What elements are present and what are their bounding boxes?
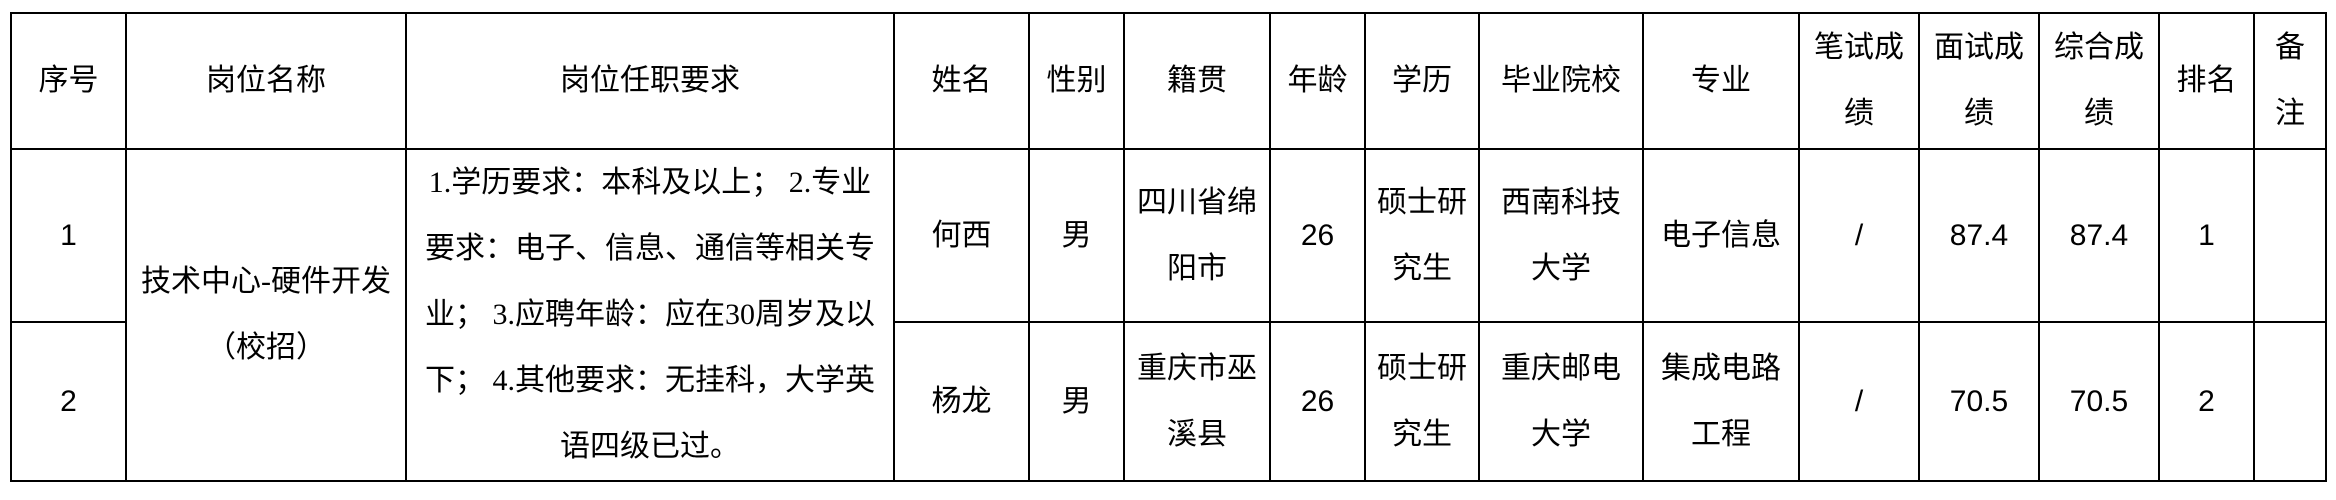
cell-age: 26 bbox=[1269, 321, 1366, 482]
cell-remark bbox=[2253, 321, 2327, 482]
header-remark: 备注 bbox=[2253, 12, 2327, 150]
header-major: 专业 bbox=[1642, 12, 1800, 150]
cell-written-score: / bbox=[1798, 147, 1920, 324]
cell-overall-score: 70.5 bbox=[2038, 321, 2160, 482]
candidate-row-2: 2 杨龙 男 重庆市巫溪县 26 硕士研究生 重庆邮电大学 集成电路工程 / 7… bbox=[10, 321, 2327, 482]
header-hometown: 籍贯 bbox=[1123, 12, 1271, 150]
header-age: 年龄 bbox=[1269, 12, 1366, 150]
cell-seq: 1 bbox=[10, 147, 127, 324]
cell-school: 西南科技大学 bbox=[1478, 147, 1644, 324]
cell-name: 杨龙 bbox=[893, 321, 1030, 482]
cell-hometown: 重庆市巫溪县 bbox=[1123, 321, 1271, 482]
header-school: 毕业院校 bbox=[1478, 12, 1644, 150]
cell-major: 集成电路工程 bbox=[1642, 321, 1800, 482]
cell-overall-score: 87.4 bbox=[2038, 147, 2160, 324]
header-gender: 性别 bbox=[1028, 12, 1125, 150]
cell-name: 何西 bbox=[893, 147, 1030, 324]
header-position: 岗位名称 bbox=[125, 12, 407, 150]
cell-remark bbox=[2253, 147, 2327, 324]
cell-interview-score: 70.5 bbox=[1918, 321, 2040, 482]
cell-seq: 2 bbox=[10, 321, 127, 482]
header-name: 姓名 bbox=[893, 12, 1030, 150]
cell-gender: 男 bbox=[1028, 147, 1125, 324]
cell-major: 电子信息 bbox=[1642, 147, 1800, 324]
cell-interview-score: 87.4 bbox=[1918, 147, 2040, 324]
cell-written-score: / bbox=[1798, 321, 1920, 482]
header-written-score: 笔试成绩 bbox=[1798, 12, 1920, 150]
cell-hometown: 四川省绵阳市 bbox=[1123, 147, 1271, 324]
cell-position-name: 技术中心-硬件开发（校招） bbox=[125, 148, 407, 482]
cell-education: 硕士研究生 bbox=[1364, 147, 1480, 324]
cell-rank: 1 bbox=[2158, 147, 2255, 324]
cell-age: 26 bbox=[1269, 147, 1366, 324]
cell-gender: 男 bbox=[1028, 321, 1125, 482]
candidate-row-1: 1 技术中心-硬件开发（校招） 1.学历要求：本科及以上； 2.专业要求：电子、… bbox=[10, 147, 2327, 482]
cell-rank: 2 bbox=[2158, 321, 2255, 482]
cell-education: 硕士研究生 bbox=[1364, 321, 1480, 482]
cell-school: 重庆邮电大学 bbox=[1478, 321, 1644, 482]
recruitment-results-table: 序号 岗位名称 岗位任职要求 姓名 性别 籍贯 年龄 学历 毕业院校 专业 笔试… bbox=[10, 12, 2327, 482]
header-education: 学历 bbox=[1364, 12, 1480, 150]
header-interview-score: 面试成绩 bbox=[1918, 12, 2040, 150]
header-requirements: 岗位任职要求 bbox=[405, 12, 895, 150]
header-row: 序号 岗位名称 岗位任职要求 姓名 性别 籍贯 年龄 学历 毕业院校 专业 笔试… bbox=[10, 12, 2327, 150]
header-rank: 排名 bbox=[2158, 12, 2255, 150]
header-overall-score: 综合成绩 bbox=[2038, 12, 2160, 150]
header-seq: 序号 bbox=[10, 12, 127, 150]
cell-position-requirements: 1.学历要求：本科及以上； 2.专业要求：电子、信息、通信等相关专业； 3.应聘… bbox=[405, 148, 895, 482]
